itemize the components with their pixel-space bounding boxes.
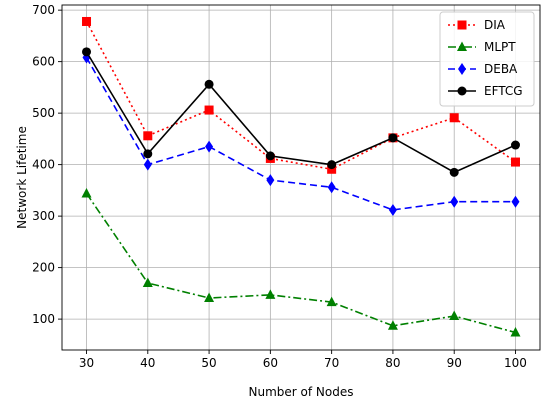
- series-eftcg: [82, 47, 520, 177]
- data-point-mlpt: [81, 187, 92, 198]
- data-point-dia: [449, 113, 459, 123]
- data-point-mlpt: [449, 310, 460, 321]
- data-point-eftcg: [82, 47, 92, 57]
- y-tick-label: 700: [32, 3, 55, 17]
- legend-marker: [457, 41, 467, 51]
- axes: 30 40 50 60 70 80 90 100 100 200 300 400 500 600 700: [32, 3, 527, 370]
- y-tick-label: 600: [32, 55, 55, 69]
- y-tick-label: 200: [32, 261, 55, 275]
- data-point-deba: [205, 140, 214, 153]
- series-mlpt: [81, 187, 521, 337]
- x-tick-label: 40: [140, 356, 155, 370]
- data-point-dia: [143, 131, 153, 141]
- legend: DIA MLPT DEBA EFTCG: [439, 11, 535, 107]
- y-tick-label: 400: [32, 158, 55, 172]
- data-point-deba: [388, 203, 397, 216]
- data-point-deba: [143, 158, 152, 171]
- data-point-eftcg: [510, 140, 520, 150]
- series-line-deba: [85, 57, 516, 211]
- x-tick-label: 50: [201, 356, 216, 370]
- data-point-mlpt: [326, 296, 337, 307]
- data-point-dia: [510, 157, 520, 167]
- data-point-mlpt: [265, 289, 276, 299]
- data-point-eftcg: [143, 149, 153, 159]
- legend-item-eftcg: EFTCG: [448, 84, 523, 98]
- plot-frame: [61, 4, 541, 351]
- x-tick-label: 30: [79, 356, 94, 370]
- series-layer: [81, 16, 521, 337]
- x-tick-label: 100: [504, 356, 527, 370]
- x-tick-label: 60: [263, 356, 278, 370]
- legend-label: DEBA: [484, 62, 518, 76]
- data-point-deba: [450, 195, 459, 208]
- legend-item-dia: DIA: [448, 18, 506, 32]
- legend-marker: [458, 63, 466, 75]
- x-axis-title: Number of Nodes: [249, 385, 354, 399]
- data-point-eftcg: [388, 133, 398, 143]
- series-line-dia: [85, 21, 516, 171]
- data-point-dia: [204, 105, 214, 115]
- legend-box: [439, 11, 535, 107]
- series-line-eftcg: [85, 51, 516, 174]
- data-point-eftcg: [327, 160, 337, 170]
- legend-item-deba: DEBA: [448, 62, 518, 76]
- y-tick-label: 500: [32, 106, 55, 120]
- data-point-deba: [511, 195, 520, 208]
- data-point-mlpt: [204, 292, 215, 302]
- data-point-eftcg: [449, 167, 459, 177]
- data-point-mlpt: [387, 320, 398, 330]
- data-point-dia: [82, 16, 92, 26]
- y-axis-title: Network Lifetime: [15, 126, 29, 229]
- legend-label: DIA: [484, 18, 506, 32]
- data-point-deba: [266, 174, 275, 187]
- x-tick-label: 70: [324, 356, 339, 370]
- data-point-deba: [327, 181, 336, 194]
- series-line-mlpt: [85, 193, 516, 334]
- data-point-dia: [327, 164, 337, 174]
- data-point-eftcg: [204, 79, 214, 89]
- data-point-mlpt: [142, 277, 153, 288]
- legend-marker: [457, 20, 467, 30]
- legend-marker: [457, 86, 467, 96]
- legend-label: MLPT: [484, 40, 516, 54]
- legend-item-mlpt: MLPT: [448, 40, 516, 54]
- y-tick-label: 300: [32, 209, 55, 223]
- y-tick-label: 100: [32, 312, 55, 326]
- legend-label: EFTCG: [484, 84, 523, 98]
- data-point-eftcg: [265, 151, 275, 161]
- x-tick-label: 90: [447, 356, 462, 370]
- x-tick-label: 80: [385, 356, 400, 370]
- data-point-mlpt: [510, 326, 521, 337]
